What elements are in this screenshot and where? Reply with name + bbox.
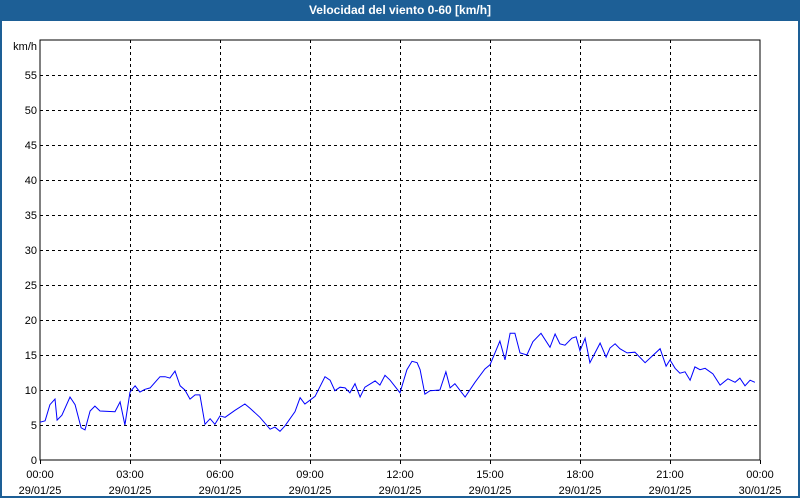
axis-ticks: 0 5 10 15 20 25 30 35 40 45 50 55 00:00 29/01/25 03:00… [19, 70, 782, 497]
x-tick-date: 29/01/25 [109, 485, 152, 497]
y-tick-label: 15 [25, 350, 37, 362]
y-axis-label: km/h [13, 41, 37, 53]
y-tick-label: 20 [25, 315, 37, 327]
x-tick-time: 00:00 [746, 469, 774, 481]
y-tick-label: 55 [25, 70, 37, 82]
x-tick-date: 29/01/25 [559, 485, 602, 497]
y-tick-label: 5 [31, 420, 37, 432]
x-tick-time: 03:00 [116, 469, 144, 481]
x-tick-date: 30/01/25 [739, 485, 782, 497]
y-tick-label: 50 [25, 105, 37, 117]
y-tick-label: 35 [25, 210, 37, 222]
x-tick-date: 29/01/25 [379, 485, 422, 497]
x-tick-date: 29/01/25 [289, 485, 332, 497]
x-tick-time: 12:00 [386, 469, 414, 481]
x-tick-time: 00:00 [26, 469, 54, 481]
window-title: Velocidad del viento 0-60 [km/h] [0, 0, 800, 21]
y-tick-label: 45 [25, 140, 37, 152]
x-tick-time: 09:00 [296, 469, 324, 481]
y-tick-label: 40 [25, 175, 37, 187]
y-tick-label: 0 [31, 455, 37, 467]
x-tick-date: 29/01/25 [199, 485, 242, 497]
x-tick-date: 29/01/25 [469, 485, 512, 497]
x-tick-time: 15:00 [476, 469, 504, 481]
grid [40, 40, 760, 460]
x-tick-time: 06:00 [206, 469, 234, 481]
x-tick-date: 29/01/25 [19, 485, 62, 497]
x-tick-date: 29/01/25 [649, 485, 692, 497]
series-line [39, 332, 756, 432]
y-tick-label: 10 [25, 385, 37, 397]
y-tick-label: 30 [25, 245, 37, 257]
x-tick-time: 18:00 [566, 469, 594, 481]
y-tick-label: 25 [25, 280, 37, 292]
x-tick-time: 21:00 [656, 469, 684, 481]
